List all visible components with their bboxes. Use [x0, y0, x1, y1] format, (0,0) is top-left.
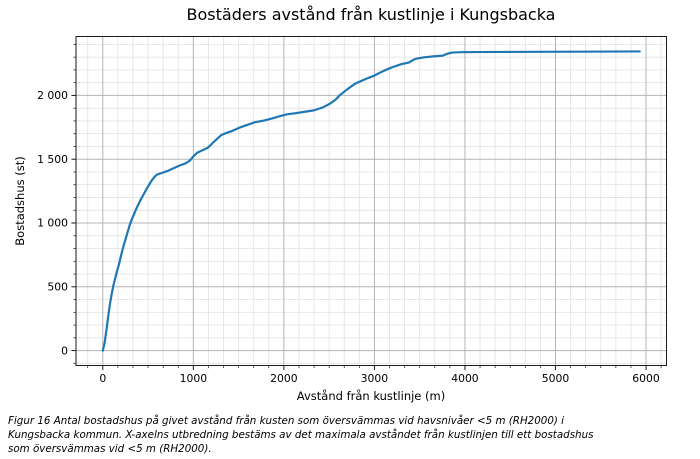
svg-text:6000: 6000	[632, 372, 660, 385]
y-axis-label: Bostadshus (st)	[13, 156, 27, 246]
caption-line: som översvämmas vid <5 m (RH2000).	[8, 443, 212, 455]
x-axis-label: Avstånd från kustlinje (m)	[296, 389, 446, 403]
svg-text:2000: 2000	[270, 372, 298, 385]
svg-text:5000: 5000	[542, 372, 570, 385]
svg-text:1000: 1000	[180, 372, 208, 385]
svg-text:3000: 3000	[361, 372, 389, 385]
svg-text:4000: 4000	[451, 372, 479, 385]
caption-line: Kungsbacka kommun. X-axelns utbredning b…	[8, 429, 594, 441]
svg-text:0: 0	[61, 344, 68, 357]
svg-text:1 000: 1 000	[37, 217, 68, 230]
svg-text:2 000: 2 000	[37, 89, 68, 102]
svg-text:1 500: 1 500	[37, 153, 68, 166]
caption-line: Figur 16 Antal bostadshus på givet avstå…	[8, 415, 565, 427]
chart-title: Bostäders avstånd från kustlinje i Kungs…	[186, 5, 556, 24]
figure-caption: Figur 16 Antal bostadshus på givet avstå…	[8, 414, 698, 456]
svg-text:0: 0	[99, 372, 106, 385]
svg-text:500: 500	[47, 280, 68, 293]
